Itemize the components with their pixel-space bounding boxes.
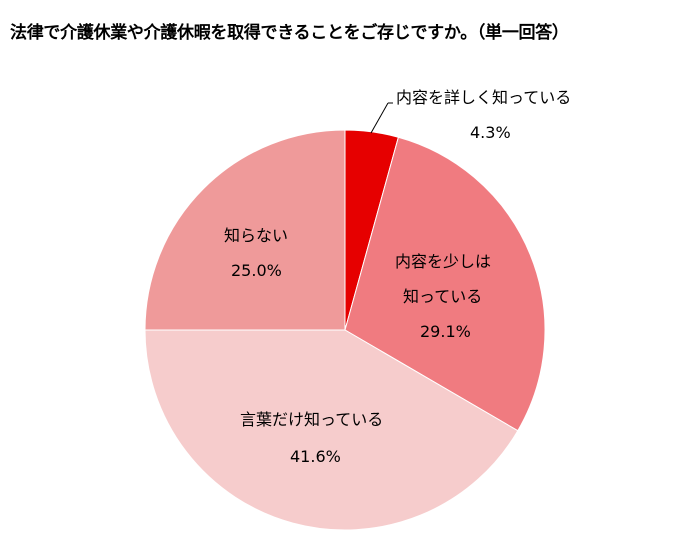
label-word-pct: 41.6% (290, 447, 341, 466)
pie-slice (144, 129, 346, 331)
leader-line (370, 102, 389, 134)
label-unknown-pct: 25.0% (231, 261, 282, 280)
chart-title: 法律で介護休業や介護休暇を取得できることをご存じですか。（単一回答） (10, 23, 569, 43)
label-detail-pct: 4.3% (470, 123, 511, 142)
label-some-pct: 29.1% (420, 322, 471, 341)
label-unknown-name: 知らない (224, 226, 289, 245)
label-word-name: 言葉だけ知っている (240, 410, 384, 429)
label-detail-name: 内容を詳しく知っている (396, 88, 572, 107)
pie-slice (144, 329, 519, 531)
label-some-name-2: 知っている (403, 287, 483, 306)
label-some-name-1: 内容を少しは (395, 252, 492, 271)
pie-slice (344, 136, 546, 432)
